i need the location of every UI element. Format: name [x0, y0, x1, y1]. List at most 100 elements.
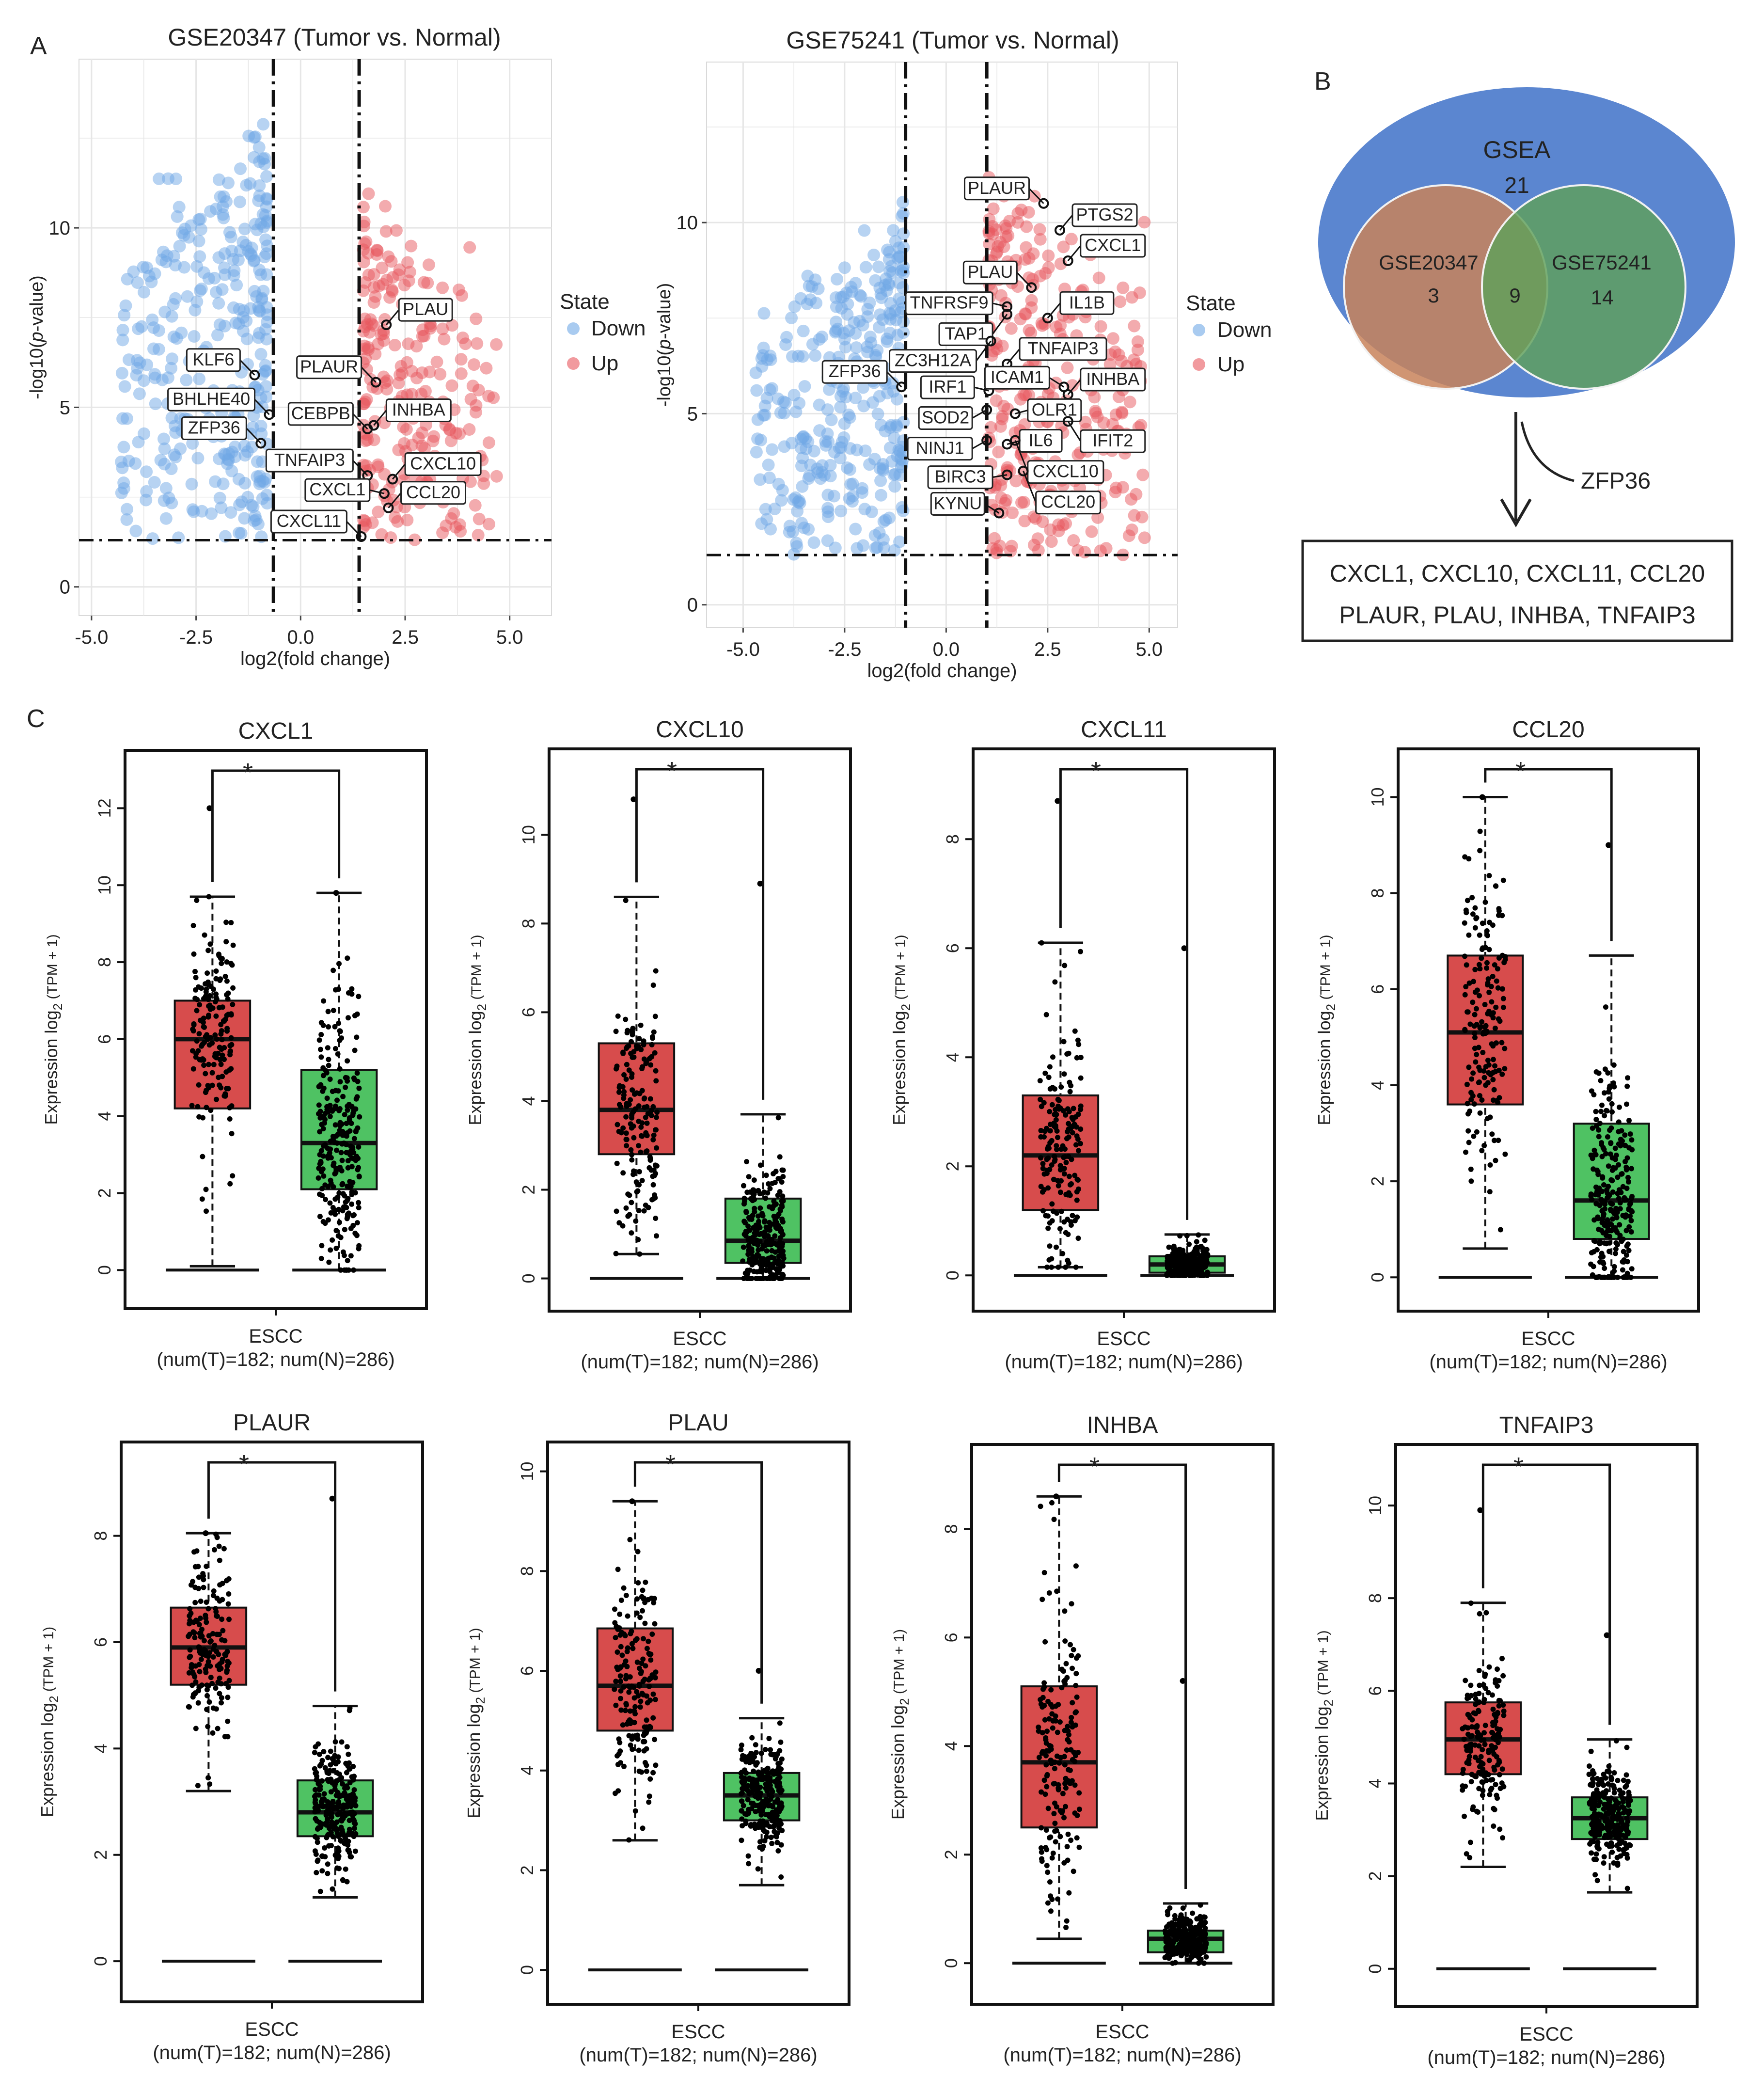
tumor-point [1477, 1093, 1482, 1098]
gene-label-ninj1: NINJ1 [916, 438, 964, 458]
gene-label-ccl20: CCL20 [406, 482, 460, 502]
tumor-point [620, 1084, 626, 1090]
normal-point [1195, 1268, 1201, 1274]
gene-label-sod2: SOD2 [922, 408, 969, 428]
tumor-point [1078, 1103, 1084, 1109]
normal-point [326, 1831, 331, 1837]
gene-label-box [181, 416, 247, 440]
normal-point [328, 1748, 333, 1754]
normal-point [1201, 1928, 1207, 1934]
y-tick-label: 2 [517, 1865, 537, 1875]
normal-point [1163, 1935, 1169, 1941]
gene-label-cxcl11: CXCL11 [277, 511, 341, 531]
normal-point [1608, 1177, 1614, 1183]
normal-point [1608, 1125, 1614, 1131]
box-plot-frame [124, 749, 428, 1310]
up-point [1045, 535, 1058, 548]
normal-point [1174, 1922, 1180, 1928]
y-tick-label: 4 [94, 1111, 114, 1121]
normal-point [775, 1783, 780, 1789]
box-plot-frame [1394, 1443, 1699, 2008]
tumor-point [225, 996, 231, 1002]
tumor-point [218, 976, 223, 982]
normal-point [332, 1122, 338, 1128]
tumor-point [625, 1613, 630, 1619]
tumor-point [1464, 910, 1469, 916]
tumor-point [198, 1657, 204, 1662]
y-tick-label: 2 [91, 1850, 110, 1860]
tumor-point [640, 1608, 645, 1614]
normal-point [1606, 1163, 1611, 1169]
down-point [828, 490, 841, 503]
tumor-point [210, 1593, 216, 1599]
tumor-point [1476, 962, 1482, 967]
tumor-point [620, 1722, 626, 1728]
up-point [1094, 320, 1107, 333]
tumor-point [1049, 1162, 1055, 1168]
normal-point [1629, 1196, 1634, 1202]
down-point [186, 503, 199, 516]
up-point [1022, 206, 1035, 219]
box-title: CXCL10 [656, 717, 743, 743]
normal-point [780, 1248, 786, 1254]
tumor-point [1061, 1155, 1067, 1160]
up-point [471, 337, 484, 350]
tumor-point [638, 1022, 644, 1028]
tumor-point [1493, 1677, 1498, 1683]
up-point [367, 268, 380, 281]
normal-point [339, 1818, 345, 1824]
tumor-point [1066, 1739, 1072, 1745]
box-plot-frame [546, 1441, 850, 2006]
box-title: CCL20 [1512, 717, 1584, 743]
normal-point [777, 1239, 783, 1245]
up-point [367, 281, 380, 294]
up-point [386, 271, 399, 284]
tumor-point [614, 1649, 620, 1655]
tumor-point [228, 1012, 234, 1018]
gene-label-leader [1006, 348, 1021, 365]
normal-point [765, 1777, 771, 1783]
normal-point [355, 1167, 361, 1173]
gene-point-plau [1026, 282, 1037, 293]
tumor-point [1477, 828, 1483, 834]
normal-point [770, 1205, 775, 1211]
tumor-point [1052, 1157, 1058, 1162]
tumor-point [1062, 1678, 1068, 1683]
tumor-point [629, 1157, 635, 1163]
tumor-point [1468, 1090, 1474, 1095]
down-point [180, 374, 193, 387]
tumor-point [195, 1700, 201, 1706]
gene-label-inhba: INHBA [1086, 369, 1139, 389]
down-point [774, 406, 787, 419]
tumor-point [1060, 1791, 1066, 1796]
tumor-point [1470, 999, 1476, 1005]
normal-point [743, 1229, 749, 1234]
normal-point [357, 1114, 362, 1120]
tumor-point [221, 1057, 227, 1062]
normal-point [343, 1760, 349, 1766]
tumor-point [204, 1564, 209, 1569]
up-point [469, 499, 482, 512]
tumor-point [207, 1639, 213, 1645]
tumor-point [1055, 1096, 1061, 1102]
tumor-point [200, 1154, 205, 1159]
normal-point [1619, 1171, 1625, 1177]
up-point [382, 483, 395, 496]
gene-point-birc3 [1002, 469, 1013, 480]
tumor-point [1047, 1220, 1053, 1226]
normal-point [320, 1088, 326, 1094]
tumor-point [1075, 1236, 1081, 1241]
gene-label-box [927, 465, 993, 490]
tumor-point [1052, 1766, 1057, 1772]
normal-point [748, 1750, 754, 1756]
up-point [1138, 531, 1151, 544]
tumor-point [1063, 1159, 1069, 1165]
tumor-point [1049, 1256, 1055, 1262]
tumor-point [1061, 1754, 1067, 1759]
normal-point [340, 1781, 345, 1787]
normal-point [343, 1075, 348, 1080]
tumor-point [1493, 1782, 1498, 1788]
tumor-point [617, 1673, 623, 1679]
normal-point [1190, 1910, 1196, 1916]
tumor-point [639, 1178, 645, 1184]
